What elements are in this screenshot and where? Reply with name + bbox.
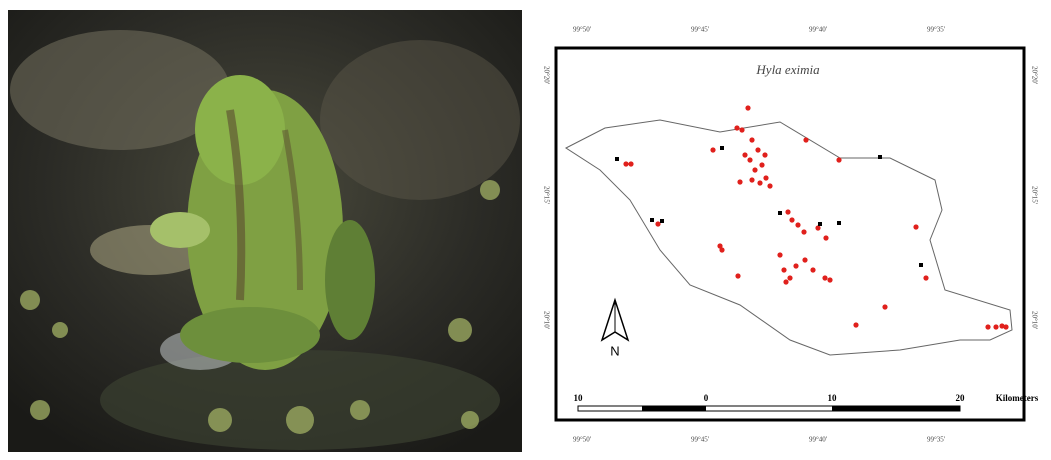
frog-photo <box>8 10 522 452</box>
occurrence-point <box>818 222 822 226</box>
occurrence-point <box>783 279 788 284</box>
scale-label: 0 <box>704 393 709 403</box>
occurrence-point <box>755 147 760 152</box>
occurrence-point <box>802 257 807 262</box>
occurrence-point <box>739 127 744 132</box>
occurrence-point <box>803 137 808 142</box>
occurrence-point <box>913 224 918 229</box>
scale-label: 10 <box>828 393 838 403</box>
occurrence-point <box>823 235 828 240</box>
occurrence-point <box>745 105 750 110</box>
occurrence-point <box>827 277 832 282</box>
latitude-label: 20°15' <box>1030 186 1038 204</box>
figure: Hyla eximia N Kilometers 99°50' 99°45' 99°… <box>0 0 1051 455</box>
longitude-label: 99°45' <box>691 436 709 444</box>
occurrence-point <box>993 324 998 329</box>
latitude-label: 20°10' <box>1030 311 1038 329</box>
occurrence-point <box>762 152 767 157</box>
occurrence-point <box>793 263 798 268</box>
occurrence-point <box>781 267 786 272</box>
scale-label: 20 <box>956 393 966 403</box>
scale-label: 10 <box>574 393 584 403</box>
occurrence-point <box>735 273 740 278</box>
occurrence-point <box>853 322 858 327</box>
north-arrow-label: N <box>610 343 619 358</box>
occurrence-point <box>882 304 887 309</box>
occurrence-point <box>719 247 724 252</box>
occurrence-point <box>752 167 757 172</box>
occurrence-point <box>628 161 633 166</box>
occurrence-point <box>763 175 768 180</box>
longitude-label: 99°50' <box>573 26 591 34</box>
longitude-label: 99°50' <box>573 436 591 444</box>
occurrence-point <box>1003 324 1008 329</box>
longitude-label: 99°40' <box>809 436 827 444</box>
longitude-label: 99°35' <box>927 436 945 444</box>
page: {"map": {"title": "Hyla eximia", "top_la… <box>0 0 1051 455</box>
occurrence-point <box>720 146 724 150</box>
latitude-label: 20°20' <box>1030 66 1038 84</box>
occurrence-point <box>655 221 660 226</box>
occurrence-point <box>801 229 806 234</box>
occurrence-point <box>985 324 990 329</box>
latitude-label: 20°20' <box>542 66 550 84</box>
occurrence-point <box>615 157 619 161</box>
occurrence-point <box>837 221 841 225</box>
occurrence-point <box>789 217 794 222</box>
occurrence-point <box>785 209 790 214</box>
scale-unit: Kilometers <box>996 393 1039 403</box>
occurrence-point <box>923 275 928 280</box>
occurrence-point <box>710 147 715 152</box>
longitude-label: 99°35' <box>927 26 945 34</box>
occurrence-point <box>767 183 772 188</box>
occurrence-point <box>742 152 747 157</box>
latitude-label: 20°15' <box>542 186 550 204</box>
occurrence-point <box>660 219 664 223</box>
occurrence-point <box>810 267 815 272</box>
latitude-label: 20°10' <box>542 311 550 329</box>
occurrence-point <box>822 275 827 280</box>
map-title: Hyla eximia <box>755 62 820 77</box>
occurrence-point <box>734 125 739 130</box>
occurrence-point <box>650 218 654 222</box>
occurrence-point <box>878 155 882 159</box>
occurrence-point <box>778 211 782 215</box>
longitude-label: 99°40' <box>809 26 827 34</box>
occurrence-point <box>737 179 742 184</box>
occurrence-point <box>747 157 752 162</box>
longitude-label: 99°45' <box>691 26 709 34</box>
occurrence-point <box>759 162 764 167</box>
occurrence-point <box>919 263 923 267</box>
occurrence-point <box>777 252 782 257</box>
occurrence-point <box>623 161 628 166</box>
occurrence-point <box>749 177 754 182</box>
occurrence-point <box>787 275 792 280</box>
occurrence-point <box>795 222 800 227</box>
occurrence-point <box>836 157 841 162</box>
occurrence-point <box>749 137 754 142</box>
occurrence-point <box>815 225 820 230</box>
occurrence-point <box>757 180 762 185</box>
